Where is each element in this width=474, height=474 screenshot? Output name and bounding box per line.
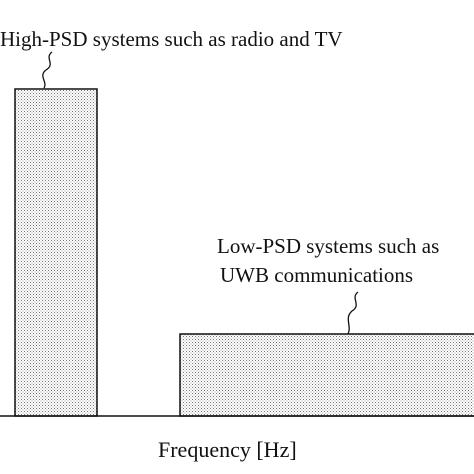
low-psd-leader — [347, 291, 359, 335]
high-psd-bar — [14, 88, 98, 417]
low-psd-label-line2: UWB communications — [220, 263, 414, 287]
high-psd-leader — [42, 51, 53, 89]
high-psd-label: High-PSD systems such as radio and TV — [0, 27, 343, 51]
low-psd-label-line1: Low-PSD systems such as — [217, 234, 440, 258]
x-axis-label: Frequency [Hz] — [158, 437, 297, 462]
low-psd-bar — [179, 333, 474, 417]
